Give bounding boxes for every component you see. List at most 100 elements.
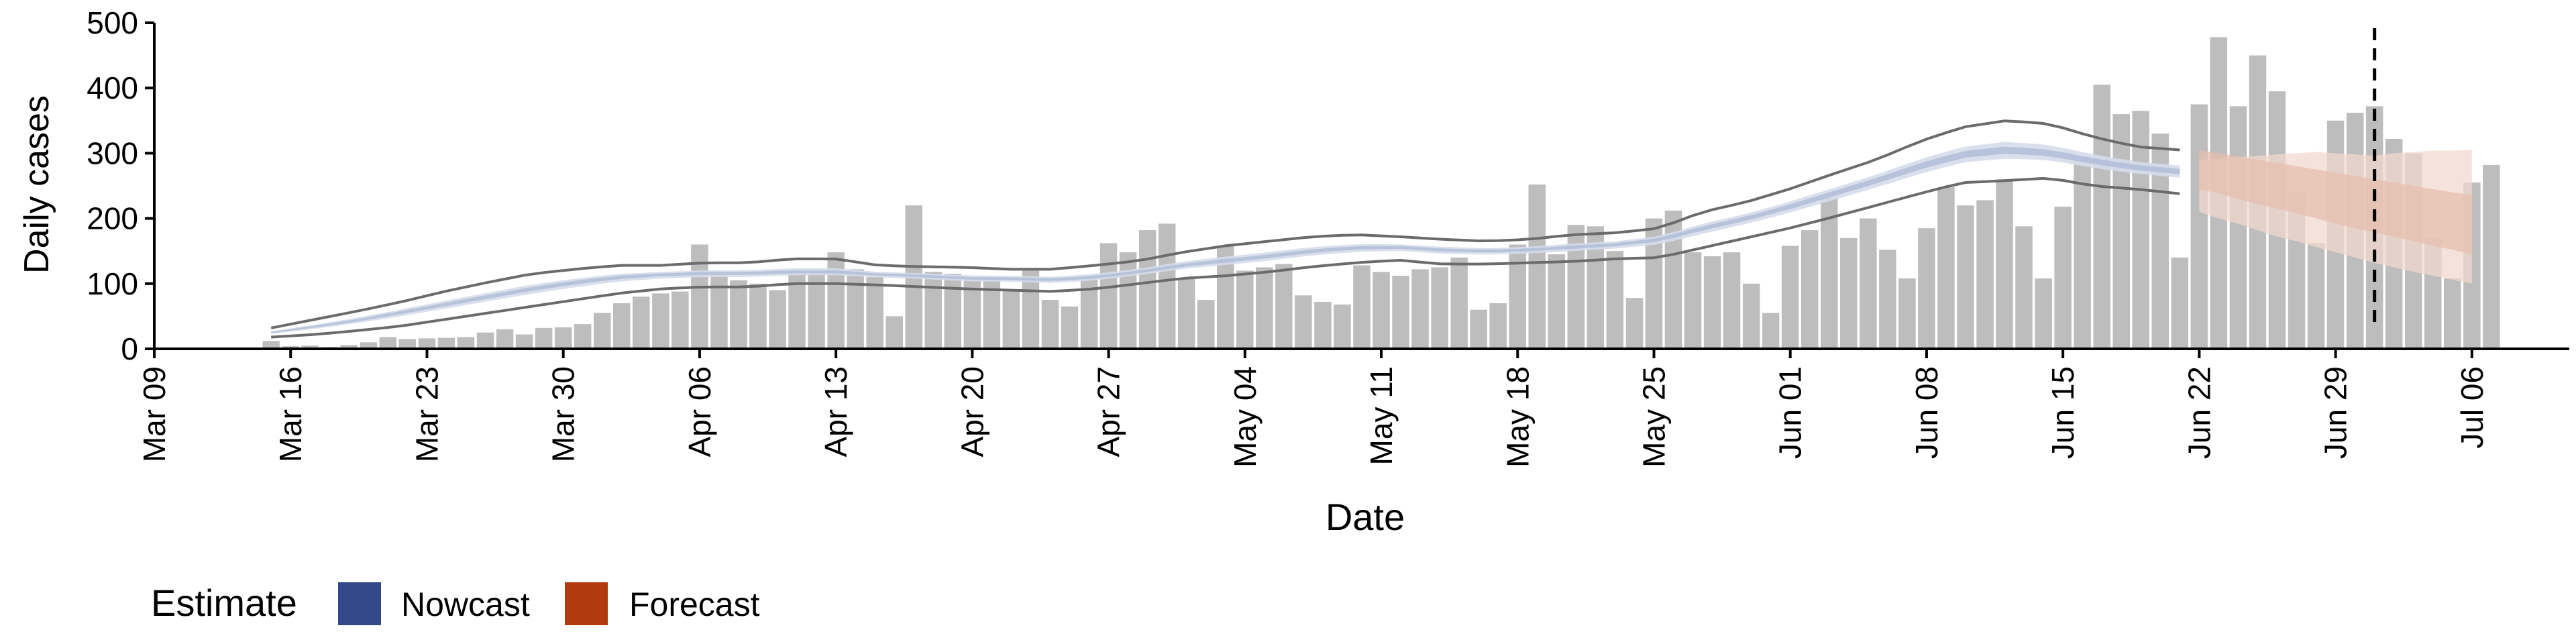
x-tick-label: Apr 27 bbox=[1091, 366, 1126, 458]
y-tick-label: 100 bbox=[87, 266, 138, 301]
case-bar bbox=[1177, 278, 1195, 349]
x-tick-label: May 25 bbox=[1637, 366, 1672, 468]
case-bar bbox=[1801, 230, 1819, 349]
case-bar bbox=[1976, 200, 1994, 349]
case-bar bbox=[1041, 300, 1059, 349]
y-tick-label: 300 bbox=[87, 136, 138, 170]
case-bar bbox=[2171, 257, 2189, 349]
x-tick-label: Apr 06 bbox=[682, 366, 717, 458]
case-bar bbox=[885, 316, 903, 349]
case-bar bbox=[1022, 270, 1040, 349]
legend-label-nowcast: Nowcast bbox=[401, 586, 530, 623]
y-tick-label: 0 bbox=[121, 331, 138, 366]
x-tick-label: Apr 13 bbox=[818, 366, 853, 458]
case-bar bbox=[1860, 218, 1877, 349]
legend-swatch-nowcast bbox=[338, 582, 381, 625]
case-bar bbox=[1996, 179, 2013, 349]
y-axis: 0 100 200 300 400 500 bbox=[87, 5, 156, 366]
case-bar bbox=[515, 334, 533, 349]
y-tick-label: 500 bbox=[87, 5, 138, 40]
x-tick-label: Jul 06 bbox=[2455, 366, 2489, 449]
y-axis-label: Daily cases bbox=[17, 95, 56, 274]
case-bar bbox=[574, 324, 592, 349]
case-bar bbox=[1918, 228, 1935, 349]
x-tick-label: Jun 08 bbox=[1909, 366, 1944, 459]
case-bar bbox=[613, 303, 631, 349]
case-bar bbox=[983, 277, 1001, 349]
plot-area bbox=[262, 28, 2500, 350]
nowcast-lower-line bbox=[271, 176, 2180, 339]
case-bar bbox=[1528, 184, 1546, 349]
case-bar bbox=[1470, 309, 1487, 349]
case-bar bbox=[924, 272, 942, 349]
case-bar bbox=[2015, 226, 2033, 349]
x-tick-label: Mar 16 bbox=[273, 366, 308, 462]
case-bar bbox=[672, 291, 689, 349]
y-tick-label: 400 bbox=[87, 70, 138, 105]
case-bar bbox=[301, 345, 319, 349]
x-axis: Mar 09 Mar 16 Mar 23 Mar 30 Apr 06 Apr 13 Apr … bbox=[137, 347, 2569, 468]
case-bar bbox=[710, 274, 728, 349]
case-bar bbox=[749, 283, 767, 349]
case-bar bbox=[1957, 205, 1974, 349]
case-bar bbox=[2132, 111, 2149, 349]
case-bar bbox=[730, 280, 747, 349]
case-bar bbox=[418, 338, 436, 349]
case-bar bbox=[1373, 272, 1390, 349]
case-bar bbox=[944, 274, 961, 349]
case-bar bbox=[1450, 257, 1468, 349]
case-bar bbox=[652, 293, 669, 349]
case-bar bbox=[554, 327, 572, 349]
case-bar bbox=[691, 244, 708, 349]
case-bar bbox=[1392, 276, 1409, 349]
case-bar bbox=[1937, 186, 1955, 349]
case-bar bbox=[1781, 246, 1799, 349]
x-tick-label: Jun 22 bbox=[2182, 366, 2216, 459]
case-bar bbox=[262, 341, 280, 349]
case-bar bbox=[2444, 278, 2461, 349]
case-bar bbox=[360, 342, 378, 349]
case-bar bbox=[476, 332, 494, 349]
case-bar bbox=[1256, 267, 1273, 349]
nowcast-upper-line bbox=[270, 119, 2180, 329]
case-bar bbox=[827, 252, 845, 349]
x-axis-label: Date bbox=[1326, 496, 1405, 538]
x-tick-label: Jun 01 bbox=[1773, 366, 1808, 459]
legend-swatch-forecast bbox=[565, 582, 608, 625]
y-tick-label: 200 bbox=[87, 201, 138, 236]
case-bar bbox=[1625, 298, 1644, 349]
x-tick-label: May 18 bbox=[1500, 366, 1535, 468]
case-bar bbox=[1236, 270, 1254, 349]
x-tick-label: May 04 bbox=[1228, 366, 1263, 468]
case-bar bbox=[1158, 223, 1176, 349]
case-bar bbox=[1898, 278, 1916, 349]
case-bar bbox=[633, 297, 650, 349]
case-bar bbox=[1119, 252, 1137, 349]
case-bar bbox=[379, 337, 397, 349]
case-bar bbox=[1840, 237, 1858, 349]
legend-title: Estimate bbox=[151, 582, 297, 624]
x-tick-label: Mar 23 bbox=[410, 366, 445, 462]
case-bar bbox=[1723, 252, 1741, 349]
case-bar bbox=[1002, 291, 1020, 349]
case-bar bbox=[1742, 283, 1760, 349]
case-bar bbox=[2074, 156, 2091, 350]
case-bar bbox=[2093, 85, 2110, 350]
x-tick-label: Apr 20 bbox=[955, 366, 989, 458]
case-bar bbox=[963, 280, 981, 349]
case-bar bbox=[1684, 252, 1702, 349]
case-bar bbox=[1275, 264, 1293, 349]
case-bar bbox=[2307, 243, 2325, 349]
case-bar bbox=[340, 345, 358, 349]
case-bar bbox=[1411, 269, 1429, 349]
case-bar bbox=[594, 313, 611, 349]
case-bar bbox=[1703, 256, 1721, 349]
case-bar bbox=[847, 269, 864, 349]
case-bar bbox=[2112, 114, 2130, 349]
case-bar bbox=[535, 327, 553, 349]
case-bar bbox=[2054, 207, 2072, 349]
case-bar bbox=[437, 337, 455, 349]
case-bar bbox=[1489, 303, 1507, 349]
x-tick-label: Mar 30 bbox=[546, 366, 581, 462]
